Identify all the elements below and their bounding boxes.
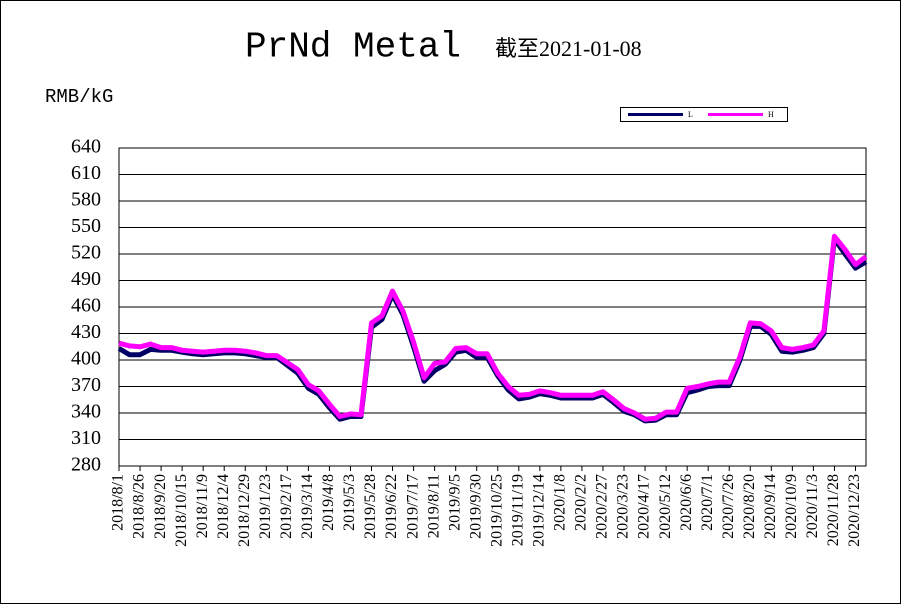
x-tick-label: 2019/4/8 — [320, 474, 337, 531]
y-tick-label: 340 — [71, 401, 101, 423]
x-tick-label: 2019/9/30 — [467, 474, 484, 539]
chart-title: PrNd Metal — [245, 27, 461, 68]
x-tick-label: 2018/8/26 — [131, 474, 148, 539]
x-tick-label: 2018/11/9 — [194, 474, 211, 538]
x-tick-label: 2020/3/23 — [615, 474, 632, 539]
y-axis-label: RMB/kG — [45, 86, 113, 108]
x-tick-label: 2018/12/29 — [236, 474, 253, 547]
x-tick-label: 2020/11/28 — [825, 474, 842, 546]
x-tick-label: 2020/10/9 — [783, 474, 800, 539]
y-tick-label: 490 — [71, 268, 101, 290]
y-tick-label: 280 — [71, 454, 101, 476]
x-tick-label: 2020/11/3 — [804, 474, 821, 538]
x-tick-label: 2020/1/8 — [552, 474, 569, 531]
y-tick-label: 640 — [71, 136, 101, 158]
x-tick-label: 2019/8/11 — [425, 474, 442, 538]
y-tick-label: 430 — [71, 321, 101, 343]
x-tick-label: 2020/2/27 — [594, 474, 611, 539]
x-tick-label: 2019/1/23 — [257, 474, 274, 539]
x-tick-label: 2020/7/26 — [720, 474, 737, 539]
legend-label: H — [768, 110, 774, 119]
x-tick-label: 2019/11/19 — [509, 474, 526, 546]
x-tick-label: 2019/5/28 — [362, 474, 379, 539]
x-tick-label: 2020/6/6 — [678, 474, 695, 531]
x-tick-label: 2020/7/1 — [699, 474, 716, 531]
y-tick-label: 580 — [71, 189, 101, 211]
x-tick-label: 2019/9/5 — [446, 474, 463, 531]
x-tick-label: 2019/2/17 — [278, 474, 295, 539]
x-tick-label: 2019/6/22 — [383, 474, 400, 539]
x-tick-label: 2020/5/12 — [657, 474, 674, 539]
y-tick-label: 610 — [71, 162, 101, 184]
x-tick-label: 2020/4/17 — [636, 474, 653, 539]
y-tick-label: 370 — [71, 374, 101, 396]
y-tick-label: 550 — [71, 215, 101, 237]
y-tick-label: 520 — [71, 242, 101, 264]
y-tick-label: 460 — [71, 295, 101, 317]
x-tick-label: 2018/12/4 — [215, 474, 232, 539]
x-tick-label: 2019/10/25 — [488, 474, 505, 547]
series-line — [118, 233, 868, 422]
x-tick-label: 2018/10/15 — [173, 474, 190, 547]
x-tick-label: 2020/2/2 — [573, 474, 590, 531]
x-tick-label: 2019/3/14 — [299, 474, 316, 539]
y-tick-label: 310 — [71, 427, 101, 449]
x-tick-label: 2019/12/14 — [531, 474, 548, 547]
x-tick-label: 2020/12/23 — [846, 474, 863, 547]
y-tick-label: 400 — [71, 348, 101, 370]
x-tick-label: 2020/8/20 — [741, 474, 758, 539]
x-tick-label: 2018/9/20 — [152, 474, 169, 539]
x-tick-label: 2019/5/3 — [341, 474, 358, 531]
legend — [620, 107, 788, 122]
x-tick-label: 2018/8/1 — [110, 474, 127, 531]
legend-label: L — [688, 110, 693, 119]
x-tick-label: 2020/9/14 — [762, 474, 779, 539]
x-tick-label: 2019/7/17 — [404, 474, 421, 539]
chart-subtitle: 截至2021-01-08 — [495, 36, 642, 61]
